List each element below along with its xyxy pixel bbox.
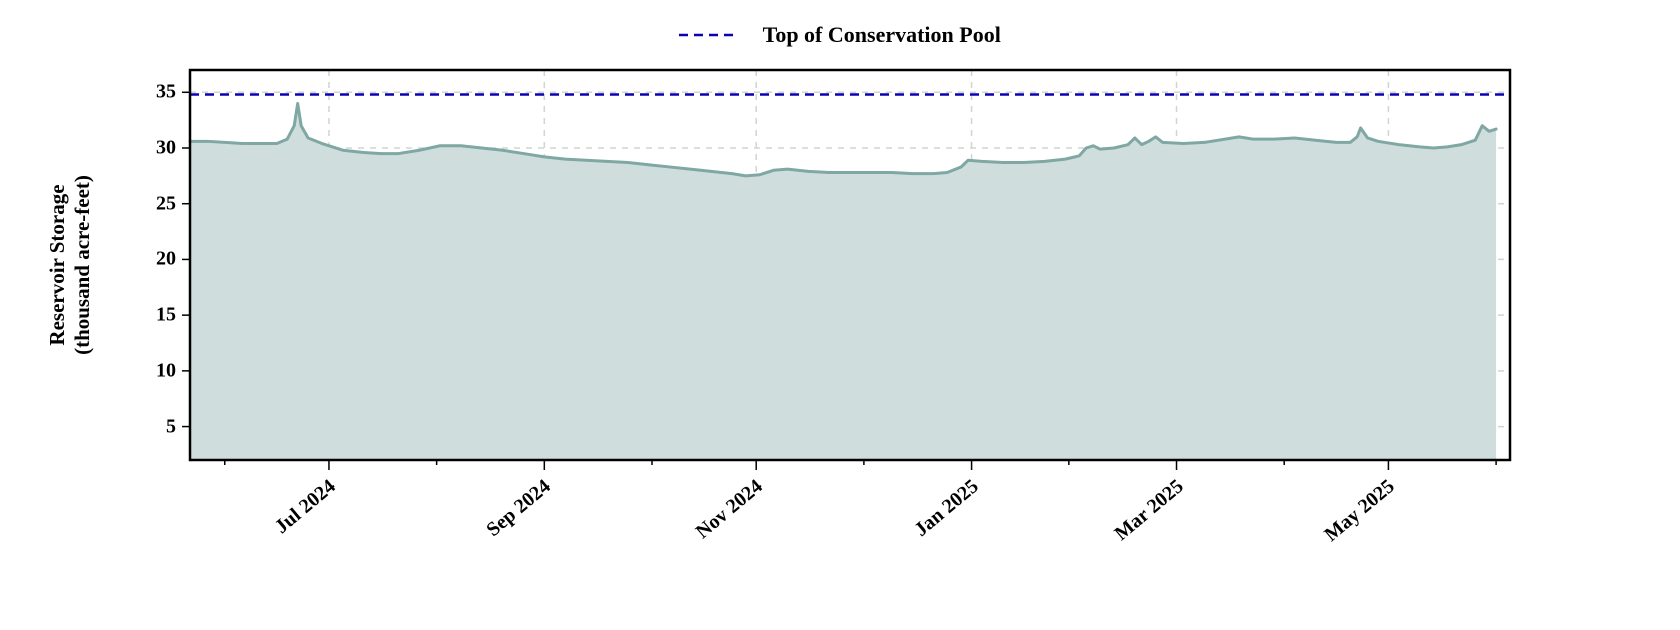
reservoir-storage-chart: Reservoir Storage (thousand acre-feet) 5…	[0, 0, 1680, 630]
y-tick-label: 15	[156, 304, 176, 327]
y-tick-label: 30	[156, 137, 176, 160]
y-tick-label: 10	[156, 359, 176, 382]
chart-svg	[0, 0, 1680, 630]
y-tick-label: 5	[166, 415, 176, 438]
y-axis-label-line2: (thousand acre-feet)	[70, 175, 95, 355]
y-axis-label: Reservoir Storage (thousand acre-feet)	[45, 175, 95, 355]
legend: Top of Conservation Pool	[0, 20, 1680, 48]
y-tick-label: 25	[156, 192, 176, 215]
legend-dash-icon	[679, 30, 739, 40]
y-axis-label-line1: Reservoir Storage	[45, 175, 70, 355]
legend-label: Top of Conservation Pool	[763, 22, 1001, 48]
y-tick-label: 35	[156, 81, 176, 104]
y-tick-label: 20	[156, 248, 176, 271]
